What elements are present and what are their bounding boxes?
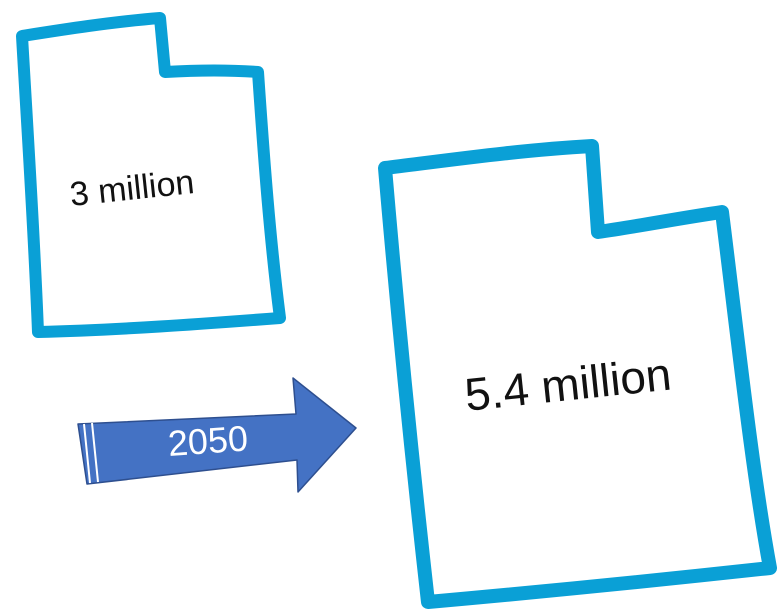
- year-label: 2050: [166, 417, 250, 464]
- arrow-right-icon: [77, 377, 357, 493]
- utah-outline-large: [378, 139, 777, 609]
- utah-outline-small: [16, 12, 286, 338]
